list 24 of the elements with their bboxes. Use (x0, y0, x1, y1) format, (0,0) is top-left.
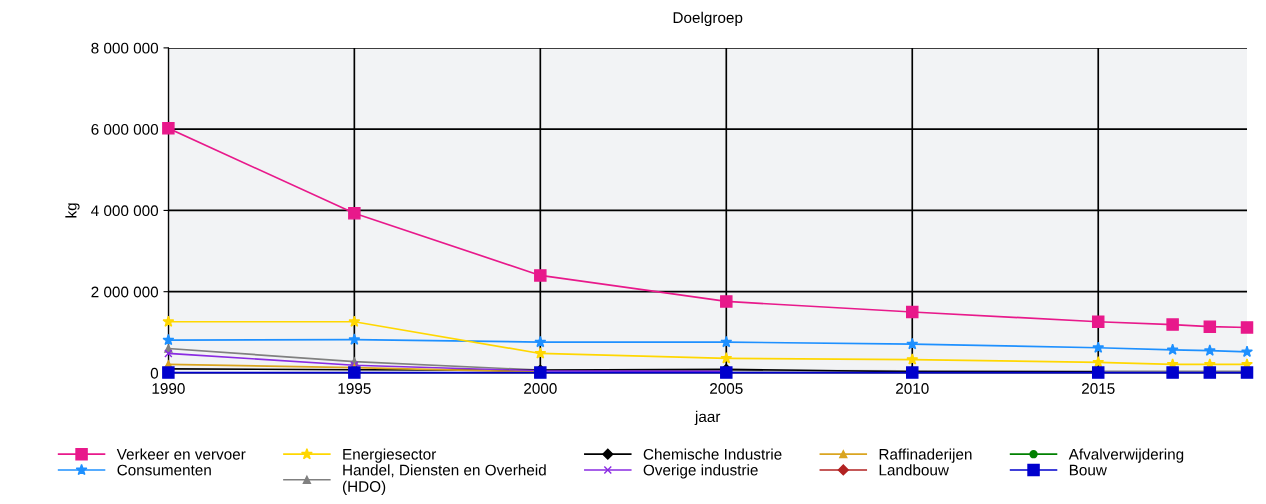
legend-label: Chemische Industrie (643, 448, 782, 460)
x-tick-label: 2015 (1082, 383, 1115, 394)
y-tick-label: 4 000 000 (91, 205, 159, 217)
legend-label: Bouw (1069, 464, 1107, 476)
x-tick-label: 2010 (896, 383, 929, 394)
y-tick-label: 6 000 000 (91, 124, 159, 135)
legend-label: Landbouw (879, 464, 949, 476)
x-tick-label: 2005 (710, 383, 743, 394)
legend-label: Overige industrie (643, 464, 758, 479)
y-tick-label: 2 000 000 (91, 286, 159, 298)
legend-label: Energiesector (343, 448, 437, 463)
legend-label: Afvalverwijdering (1068, 448, 1184, 463)
x-tick-label: 2000 (524, 383, 557, 394)
x-axis-title: jaar (694, 410, 721, 426)
chart-title: Doelgroep (673, 11, 743, 27)
legend-label: Verkeer en vervoer (116, 448, 246, 460)
y-axis-title: kg (65, 203, 80, 218)
legend-label: Handel, Diensten en Overheid (HDO) (342, 464, 546, 495)
x-tick-label: 1995 (338, 383, 371, 394)
x-tick-label: 1990 (152, 383, 185, 394)
legend-label: Consumenten (117, 464, 211, 476)
y-tick-label: 8 000 000 (91, 42, 159, 54)
y-tick-label: 0 (150, 367, 159, 379)
legend-label: Raffinaderijen (879, 448, 972, 463)
